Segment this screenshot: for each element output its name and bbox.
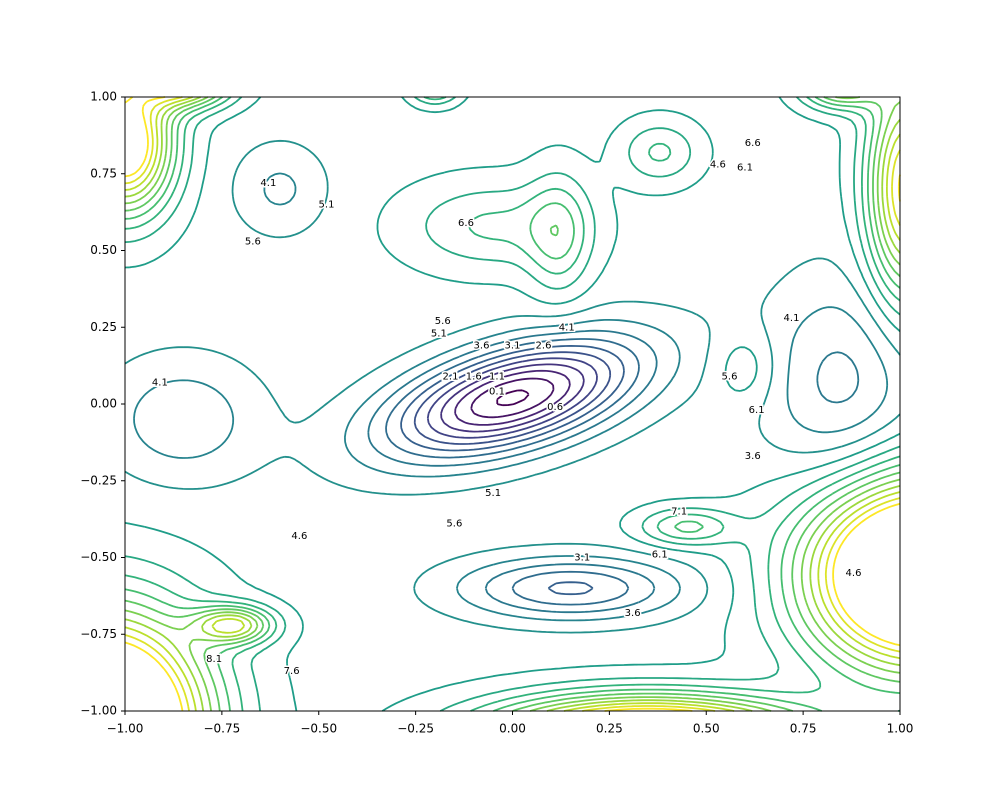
y-tick-label: −0.25 (80, 473, 117, 487)
contour-label: 5.1 (431, 328, 447, 339)
y-tick-label: −0.50 (80, 550, 117, 564)
contour-line (413, 351, 612, 445)
y-tick-label: −1.00 (80, 704, 117, 718)
contour-label: 2.6 (536, 341, 552, 352)
contour-line (124, 96, 901, 712)
contour-label: 5.1 (319, 199, 335, 210)
x-tick-label: −0.50 (300, 722, 337, 736)
contour-line (440, 363, 585, 433)
contour-label: 4.6 (710, 160, 726, 171)
contour-line (124, 96, 901, 712)
contour-label: 8.1 (206, 654, 222, 665)
contour-line (133, 172, 889, 622)
contour-label: 5.6 (435, 316, 451, 327)
contour-line (124, 139, 901, 634)
contour-label: 1.6 (466, 371, 482, 382)
contour-label: 5.6 (722, 371, 738, 382)
contour-label: 1.1 (489, 371, 505, 382)
contour-line (385, 338, 640, 606)
contour-line (496, 389, 530, 407)
x-tick-label: 0.00 (499, 722, 526, 736)
x-tick-label: 0.75 (790, 722, 817, 736)
contour-label: 0.6 (547, 402, 563, 413)
contour-label: 3.1 (574, 553, 590, 564)
contour-label: 5.6 (446, 519, 462, 530)
contour-label: 6.1 (737, 163, 753, 174)
contour-line (124, 96, 901, 712)
x-tick-label: 0.25 (596, 722, 623, 736)
contour-line (400, 345, 625, 596)
contour-line (426, 357, 598, 439)
y-tick-label: 0.50 (90, 243, 117, 257)
contour-line (124, 96, 901, 712)
y-tick-label: 0.75 (90, 166, 117, 180)
x-tick-label: −0.25 (397, 722, 434, 736)
contour-line (124, 96, 901, 712)
y-tick-label: 0.00 (90, 397, 117, 411)
x-tick-label: 1.00 (887, 722, 914, 736)
x-tick-label: −0.75 (203, 722, 240, 736)
y-tick-label: −0.75 (80, 627, 117, 641)
contour-label: 6.1 (749, 405, 765, 416)
contour-label: 7.6 (284, 666, 300, 677)
y-tick-label: 1.00 (90, 90, 117, 104)
contour-label: 3.6 (474, 341, 490, 352)
contour-label: 5.1 (485, 488, 501, 499)
contour-label: 4.6 (291, 531, 307, 542)
contour-label: 3.6 (745, 451, 761, 462)
contour-label: 5.6 (245, 236, 261, 247)
contour-label: 4.1 (784, 313, 800, 324)
contour-label: 0.1 (489, 387, 505, 398)
contour-label: 4.1 (559, 322, 575, 333)
contour-labels: 0.1 0.6 1.1 1.6 2.1 2.6 3.1 3.1 3.6 3.6 3.6 4.1 4.1 4… (150, 137, 863, 679)
contour-label: 7.1 (671, 506, 687, 517)
contour-line (124, 96, 901, 712)
contour-layer (124, 96, 901, 712)
contour-label: 2.1 (443, 371, 459, 382)
contour-line (124, 96, 901, 712)
contour-line (124, 96, 901, 712)
x-tick-label: 0.50 (693, 722, 720, 736)
contour-line (367, 329, 860, 614)
y-tick-label: 0.25 (90, 320, 117, 334)
contour-label: 4.1 (260, 178, 276, 189)
x-tick-label: −1.00 (107, 722, 144, 736)
contour-label: 6.6 (745, 138, 761, 149)
contour-label: 4.1 (152, 378, 168, 389)
contour-line (470, 377, 555, 419)
contour-label: 3.1 (505, 341, 521, 352)
contour-line (124, 96, 901, 712)
contour-line (124, 96, 901, 712)
contour-label: 3.6 (625, 608, 641, 619)
contour-line (454, 369, 571, 426)
contour-label: 6.1 (652, 549, 668, 560)
contour-label: 6.6 (458, 218, 474, 229)
contour-label: 4.6 (846, 568, 862, 579)
